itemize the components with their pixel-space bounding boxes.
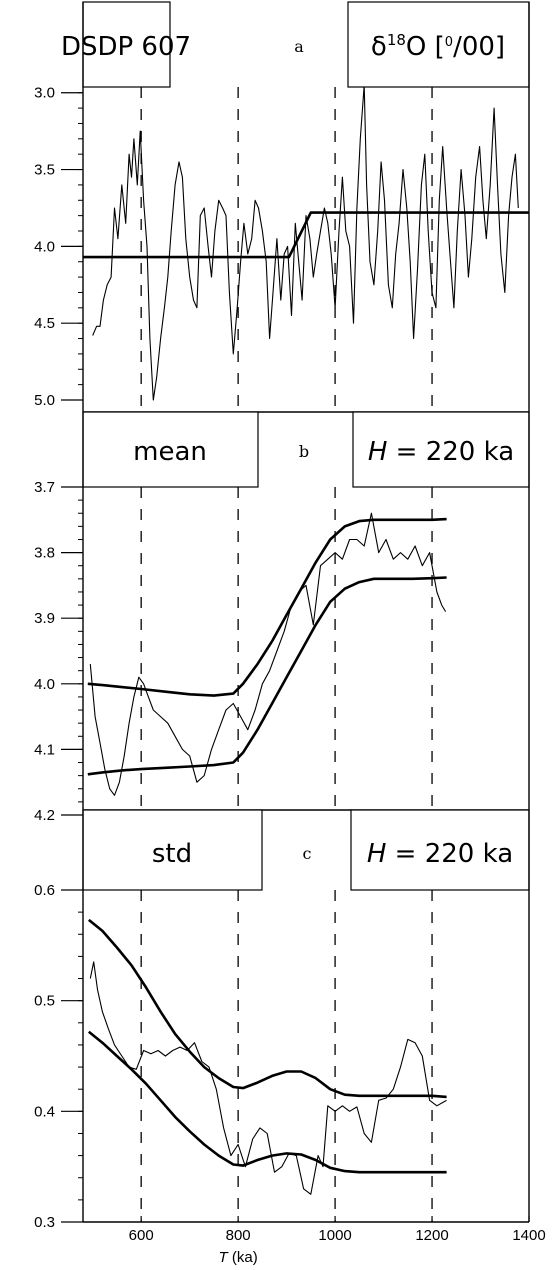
series-line	[89, 961, 447, 1195]
y-tick-label: 0.6	[34, 882, 55, 899]
y-tick-label: 4.5	[34, 315, 55, 332]
panel-b: mean b H = 220 ka 3.7 3.8 3.9 4.0 4.1 4.2	[34, 411, 530, 824]
y-tick-label: 3.7	[34, 479, 55, 496]
label-box-left	[82, 411, 259, 488]
label-rest: = 220 ka	[387, 437, 514, 467]
x-tick-label: 1400	[512, 1227, 545, 1244]
label-box-left	[82, 809, 263, 891]
x-axis-var: T	[219, 1249, 230, 1266]
series-group	[87, 918, 447, 1195]
series-group	[87, 512, 447, 796]
y-tick-label: 3.5	[34, 162, 55, 179]
y-tick-label: 4.1	[34, 741, 55, 758]
label-part: O [	[406, 32, 445, 62]
panel-label-right: H = 220 ka	[367, 839, 513, 869]
series-line	[87, 918, 447, 1099]
panel-letter: a	[294, 37, 304, 56]
y-tick-label: 4.0	[34, 676, 55, 693]
y-tick-label: 5.0	[34, 392, 55, 409]
x-tick-label: 1000	[318, 1227, 351, 1244]
label-part: δ	[371, 32, 387, 62]
label-box-left	[82, 1, 171, 88]
series-line	[92, 87, 519, 401]
series-group	[83, 87, 529, 401]
panel-letter: c	[303, 844, 312, 863]
panel-label-right: H = 220 ka	[368, 437, 514, 467]
series-line	[87, 1030, 447, 1174]
y-tick-label: 0.3	[34, 1214, 55, 1231]
y-tick-label: 4.2	[34, 807, 55, 824]
y-tick-label: 3.0	[34, 85, 55, 102]
label-box-right	[352, 411, 530, 488]
label-part: /00]	[453, 32, 505, 62]
panel-label-left: std	[152, 839, 192, 869]
panel-label-right: δ18O [0/00]	[371, 31, 505, 62]
panel-label-left: mean	[133, 437, 207, 467]
x-axis-unit: (ka)	[228, 1249, 258, 1266]
y-tick-label: 0.4	[34, 1103, 55, 1120]
panel-c: std c H = 220 ka 0.3 0.4 0.5 0.6 600 800 1000 1200…	[34, 809, 546, 1266]
y-tick-label: 0.5	[34, 993, 55, 1010]
panel-a: DSDP 607 a δ18O [0/00] 3.0 3.5 4.0 4.5 5.0	[34, 1, 530, 413]
label-var: H	[367, 839, 387, 869]
label-rest: = 220 ka	[386, 839, 513, 869]
x-tick-label: 800	[226, 1227, 251, 1244]
y-tick-label: 3.8	[34, 545, 55, 562]
panel-letter: b	[299, 442, 309, 461]
x-axis-label: T (ka)	[219, 1249, 258, 1266]
x-tick-label: 600	[129, 1227, 154, 1244]
y-tick-label: 4.0	[34, 238, 55, 255]
label-part: 0	[445, 35, 453, 50]
label-var: H	[368, 437, 388, 467]
series-line	[89, 512, 447, 796]
x-tick-label: 1200	[415, 1227, 448, 1244]
panel-label-left: DSDP 607	[61, 32, 191, 62]
label-box-right	[347, 1, 530, 88]
series-line	[87, 517, 447, 697]
label-part: 18	[387, 31, 406, 49]
y-tick-label: 3.9	[34, 610, 55, 627]
series-line	[87, 576, 447, 776]
